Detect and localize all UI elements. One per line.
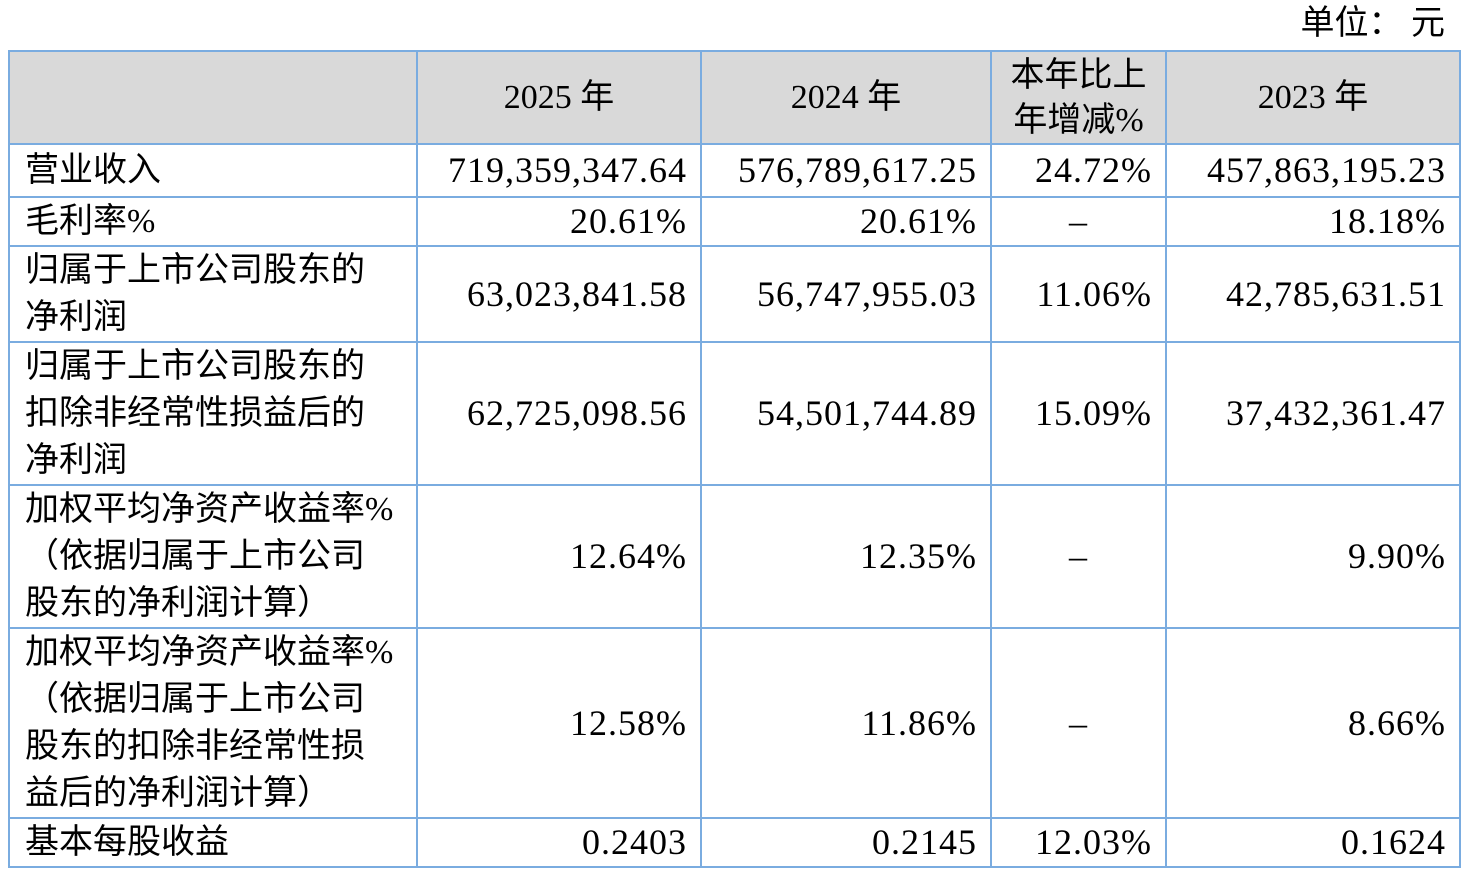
- row-label: 归属于上市公司股东的 净利润: [8, 245, 418, 343]
- value-2025: 12.58%: [416, 627, 702, 819]
- row-label: 加权平均净资产收益率% （依据归属于上市公司 股东的扣除非经常性损 益后的净利润…: [8, 627, 418, 819]
- value-2023: 37,432,361.47: [1165, 341, 1461, 486]
- value-2023: 42,785,631.51: [1165, 245, 1461, 343]
- header-year-2024: 2024 年: [700, 50, 992, 145]
- value-2025: 63,023,841.58: [416, 245, 702, 343]
- value-2025: 0.2403: [416, 817, 702, 868]
- value-2024: 576,789,617.25: [700, 143, 992, 198]
- table-row-revenue: 营业收入 719,359,347.64 576,789,617.25 24.72…: [8, 143, 1461, 198]
- header-yoy-change: 本年比上 年增减%: [990, 50, 1167, 145]
- value-yoy: 11.06%: [990, 245, 1167, 343]
- table-row-basic-eps: 基本每股收益 0.2403 0.2145 12.03% 0.1624: [8, 817, 1461, 868]
- value-2024: 54,501,744.89: [700, 341, 992, 486]
- value-yoy: –: [990, 484, 1167, 629]
- table-row-net-profit-deducted: 归属于上市公司股东的 扣除非经常性损益后的 净利润 62,725,098.56 …: [8, 341, 1461, 486]
- table-row-net-profit: 归属于上市公司股东的 净利润 63,023,841.58 56,747,955.…: [8, 245, 1461, 343]
- value-2024: 20.61%: [700, 196, 992, 247]
- value-2024: 12.35%: [700, 484, 992, 629]
- row-label: 基本每股收益: [8, 817, 418, 868]
- value-2023: 8.66%: [1165, 627, 1461, 819]
- header-year-2023: 2023 年: [1165, 50, 1461, 145]
- value-2025: 12.64%: [416, 484, 702, 629]
- table-row-roe: 加权平均净资产收益率% （依据归属于上市公司 股东的净利润计算） 12.64% …: [8, 484, 1461, 629]
- value-2025: 719,359,347.64: [416, 143, 702, 198]
- header-indicator-cell: [8, 50, 418, 145]
- row-label: 营业收入: [8, 143, 418, 198]
- value-2025: 62,725,098.56: [416, 341, 702, 486]
- value-2023: 18.18%: [1165, 196, 1461, 247]
- table-row-roe-deducted: 加权平均净资产收益率% （依据归属于上市公司 股东的扣除非经常性损 益后的净利润…: [8, 627, 1461, 819]
- value-yoy: 15.09%: [990, 341, 1167, 486]
- value-yoy: 12.03%: [990, 817, 1167, 868]
- value-yoy: –: [990, 627, 1167, 819]
- value-2023: 0.1624: [1165, 817, 1461, 868]
- value-2024: 56,747,955.03: [700, 245, 992, 343]
- header-row: 2025 年 2024 年 本年比上 年增减% 2023 年: [8, 50, 1461, 145]
- header-year-2025: 2025 年: [416, 50, 702, 145]
- row-label: 加权平均净资产收益率% （依据归属于上市公司 股东的净利润计算）: [8, 484, 418, 629]
- financial-summary-table: 2025 年 2024 年 本年比上 年增减% 2023 年 营业收入 719,…: [8, 50, 1461, 868]
- row-label: 毛利率%: [8, 196, 418, 247]
- table-row-gross-margin: 毛利率% 20.61% 20.61% – 18.18%: [8, 196, 1461, 247]
- unit-label: 单位： 元: [1300, 5, 1446, 42]
- value-yoy: 24.72%: [990, 143, 1167, 198]
- row-label: 归属于上市公司股东的 扣除非经常性损益后的 净利润: [8, 341, 418, 486]
- value-yoy: –: [990, 196, 1167, 247]
- value-2024: 11.86%: [700, 627, 992, 819]
- value-2023: 9.90%: [1165, 484, 1461, 629]
- value-2024: 0.2145: [700, 817, 992, 868]
- value-2023: 457,863,195.23: [1165, 143, 1461, 198]
- value-2025: 20.61%: [416, 196, 702, 247]
